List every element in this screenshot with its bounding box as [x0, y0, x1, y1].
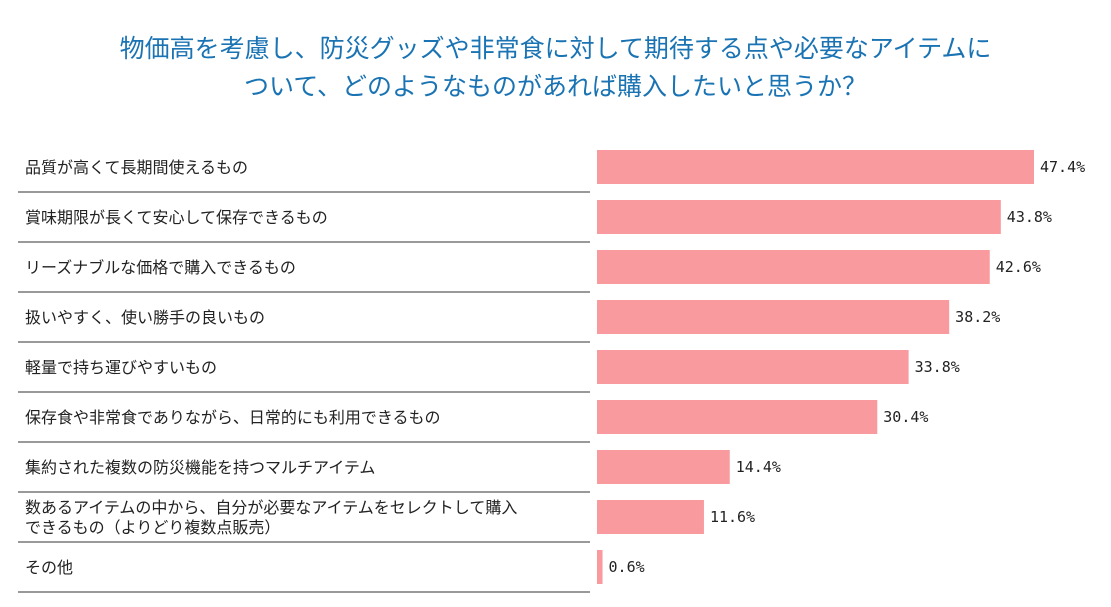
category-label: 保存食や非常食でありながら、日常的にも利用できるもの — [25, 408, 441, 427]
category-label-line: 集約された複数の防災機能を持つマルチアイテム — [25, 458, 375, 477]
value-label: 42.6% — [996, 258, 1041, 276]
category-label-line: 数あるアイテムの中から、自分が必要なアイテムをセレクトして購入 — [25, 498, 517, 517]
category-label-line: 品質が高くて長期間使えるもの — [25, 158, 248, 177]
category-label-line: リーズナブルな価格で購入できるもの — [25, 258, 296, 277]
bar — [597, 500, 704, 534]
category-label: 集約された複数の防災機能を持つマルチアイテム — [25, 458, 375, 477]
category-label-line: 賞味期限が長くて安心して保存できるもの — [25, 208, 328, 227]
bar — [597, 450, 730, 484]
value-label: 11.6% — [710, 508, 755, 526]
category-label-line: 扱いやすく、使い勝手の良いもの — [25, 308, 265, 327]
bar — [597, 150, 1034, 184]
bar — [597, 550, 603, 584]
category-label: 軽量で持ち運びやすいもの — [25, 358, 217, 377]
category-label-line: できるもの（よりどり複数点販売） — [25, 518, 280, 537]
value-label: 38.2% — [955, 308, 1000, 326]
category-label-line: 軽量で持ち運びやすいもの — [25, 358, 217, 377]
bar — [597, 350, 909, 384]
value-label: 33.8% — [915, 358, 960, 376]
category-label-line: その他 — [25, 558, 73, 577]
category-label: 賞味期限が長くて安心して保存できるもの — [25, 208, 328, 227]
chart-title-line-1: 物価高を考慮し、防災グッズや非常食に対して期待する点や必要なアイテムに — [119, 34, 992, 63]
bar — [597, 400, 878, 434]
chart-title: 物価高を考慮し、防災グッズや非常食に対して期待する点や必要なアイテムに ついて、… — [0, 30, 1111, 106]
value-label: 47.4% — [1040, 158, 1085, 176]
category-label: 扱いやすく、使い勝手の良いもの — [25, 308, 265, 327]
category-label-line: 保存食や非常食でありながら、日常的にも利用できるもの — [25, 408, 441, 427]
value-label: 43.8% — [1007, 208, 1052, 226]
category-label: 数あるアイテムの中から、自分が必要なアイテムをセレクトして購入できるもの（よりど… — [25, 498, 517, 537]
value-label: 14.4% — [736, 458, 781, 476]
value-label: 0.6% — [609, 558, 645, 576]
value-label: 30.4% — [883, 408, 928, 426]
bar — [597, 300, 950, 334]
bar — [597, 200, 1001, 234]
category-label: 品質が高くて長期間使えるもの — [25, 158, 248, 177]
chart-title-line-2: ついて、どのようなものがあれば購入したいと思うか？ — [243, 72, 867, 101]
bar — [597, 250, 990, 284]
category-label: リーズナブルな価格で購入できるもの — [25, 258, 296, 277]
category-label: その他 — [25, 558, 73, 577]
